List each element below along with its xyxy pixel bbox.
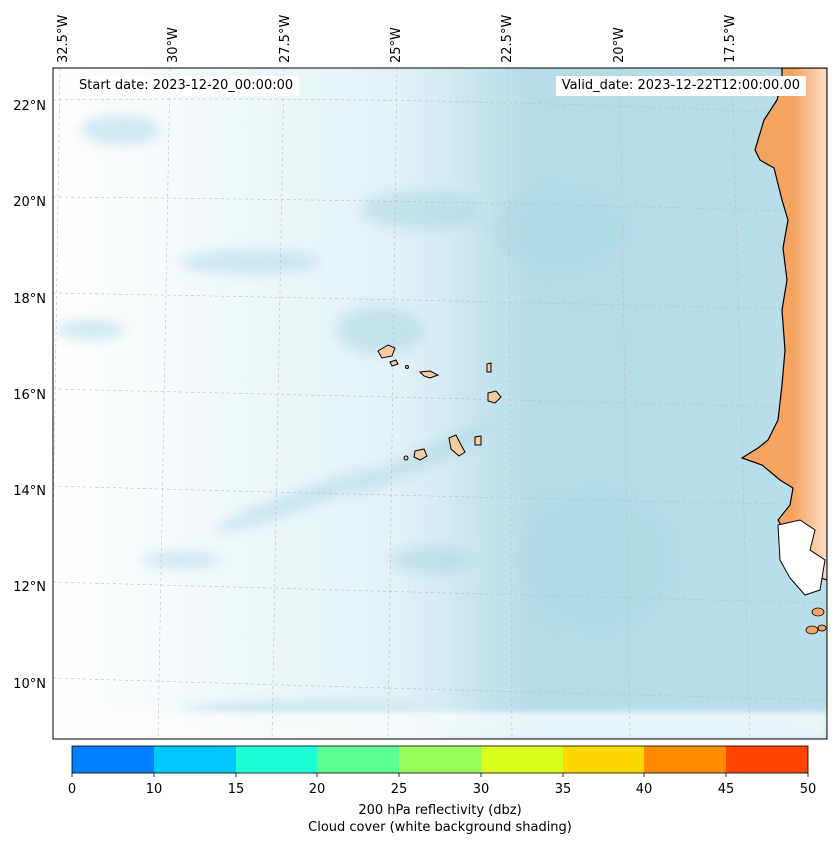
lon-label: 17.5°W [723,15,738,63]
colorbar-segment [72,746,154,773]
lon-label: 27.5°W [278,15,293,63]
colorbar-tick-label: 35 [555,782,572,797]
maio-island [474,435,482,446]
fogo-island [413,448,428,461]
santiago-island [448,434,466,457]
lat-label: 22°N [13,99,46,114]
colorbar-subtitle: Cloud cover (white background shading) [308,820,572,835]
colorbar-tick-label: 25 [391,782,408,797]
colorbar-tick-label: 10 [146,782,163,797]
lat-label: 16°N [13,388,46,403]
lat-label: 18°N [13,292,46,307]
colorbar-segment [154,746,236,773]
colorbar-tick-label: 20 [309,782,326,797]
sao-nicolau-island [418,370,440,379]
colorbar-ticks [71,773,809,777]
longitude-labels: 32.5°W 30°W 27.5°W 25°W 22.5°W 20°W 17.5… [56,15,738,63]
cloud-streaks [55,115,680,718]
colorbar-segment [563,746,644,773]
lat-label: 10°N [13,677,46,692]
lat-label: 14°N [13,484,46,499]
latitude-labels: 22°N 20°N 18°N 16°N 14°N 12°N 10°N [13,99,46,692]
colorbar-segment [399,746,481,773]
lon-label: 30°W [166,27,181,63]
brava-island [403,455,409,461]
sal-island [486,362,492,373]
bijagos-island [805,625,819,635]
colorbar-segment [317,746,399,773]
colorbar-tick-label: 40 [636,782,653,797]
valid-date-label: Valid_date: 2023-12-22T12:00:00.00 [555,76,806,96]
lon-label: 20°W [612,27,627,63]
lon-label: 32.5°W [56,15,71,63]
colorbar-tick-label: 15 [228,782,245,797]
colorbar-segment [644,746,726,773]
santa-luzia-island [405,365,409,369]
colorbar-title: 200 hPa reflectivity (dbz) [358,803,521,818]
cloud-free-band [53,712,827,739]
colorbar-tick-label: 30 [473,782,490,797]
start-date-label: Start date: 2023-12-20_00:00:00 [73,76,300,96]
gridlines [53,68,827,739]
lon-label: 22.5°W [500,15,515,63]
map-layers [53,68,827,739]
lat-label: 20°N [13,195,46,210]
sao-vicente-island [389,359,399,367]
boa-vista-island [487,390,502,404]
cape-verde-islands [377,344,502,461]
colorbar: 0 10 15 20 25 30 35 40 45 50 200 hPa ref… [68,745,817,835]
santo-antao-island [377,344,396,359]
cloud-cover-shading [53,68,827,739]
colorbar-tick-label: 45 [718,782,735,797]
lon-label: 25°W [389,27,404,63]
colorbar-outline [71,745,809,774]
colorbar-tick-label: 0 [68,782,76,797]
colorbar-segment [726,746,808,773]
lat-label: 12°N [13,580,46,595]
bijagos-island [811,607,825,617]
colorbar-segment [236,746,317,773]
southern-coast-islands [777,519,826,596]
colorbar-segment [481,746,563,773]
map-frame [52,67,828,740]
colorbar-tick-label: 50 [800,782,817,797]
bijagos-island [817,624,827,632]
